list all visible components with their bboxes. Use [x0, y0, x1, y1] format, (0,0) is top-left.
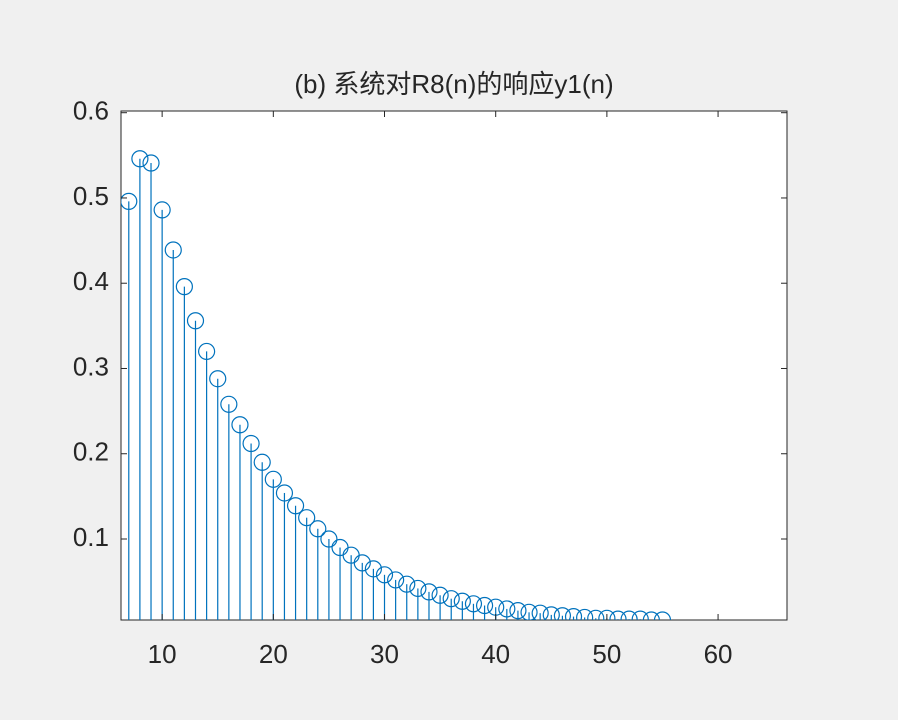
stem-marker — [520, 603, 538, 620]
y-tick-label: 0.6 — [73, 96, 109, 126]
stem-marker — [531, 604, 549, 620]
y-tick-label: 0.4 — [73, 266, 109, 296]
stem-marker — [175, 278, 193, 296]
y-tick-label: 0.5 — [73, 181, 109, 211]
stem-marker — [509, 602, 527, 620]
stem-marker — [275, 484, 294, 502]
stem-marker — [298, 509, 316, 527]
stem-marker — [353, 554, 371, 572]
y-tick-label: 0.2 — [73, 437, 109, 467]
stem-marker — [209, 370, 227, 388]
stem-marker — [242, 434, 260, 453]
x-tick-label: 10 — [148, 639, 177, 669]
stem-marker — [475, 596, 494, 615]
plot-area — [120, 110, 788, 621]
stem-marker — [153, 201, 171, 219]
stem-marker — [253, 453, 271, 471]
stem-marker — [564, 607, 583, 620]
stem-marker — [142, 154, 160, 172]
stem-marker — [375, 566, 394, 584]
stem-marker — [286, 497, 305, 515]
stem-marker — [420, 583, 438, 601]
y-tick-label: 0.3 — [73, 351, 109, 381]
stem-marker — [631, 610, 649, 620]
stem-marker — [642, 611, 660, 620]
stem-marker — [198, 342, 216, 361]
x-tick-label: 60 — [704, 639, 733, 669]
stem-marker — [653, 611, 672, 620]
stem-marker — [553, 607, 572, 620]
stem-marker — [609, 610, 627, 620]
stem-marker — [164, 241, 182, 259]
stem-marker — [121, 192, 138, 210]
stem-marker — [309, 520, 327, 538]
stem-marker — [320, 530, 338, 548]
stem-marker — [431, 586, 449, 604]
stem-marker — [231, 416, 249, 434]
x-tick-label: 40 — [481, 639, 510, 669]
stem-marker — [587, 609, 605, 620]
stem-marker — [620, 610, 638, 620]
stem-marker — [131, 150, 149, 168]
stem-marker — [264, 470, 282, 488]
x-tick-label: 50 — [592, 639, 621, 669]
chart-title: (b) 系统对R8(n)的响应y1(n) — [294, 69, 613, 99]
stem-marker — [498, 600, 516, 618]
stem-marker — [542, 606, 560, 620]
stem-marker — [398, 575, 416, 593]
stem-marker — [598, 609, 616, 620]
stem-marker — [364, 560, 382, 578]
stem-marker — [409, 579, 427, 598]
stem-marker — [453, 592, 471, 610]
stem-marker — [186, 312, 205, 330]
stem-marker — [442, 590, 460, 608]
stem-marker — [387, 571, 405, 589]
stem-marker — [464, 595, 483, 613]
stem-marker — [220, 395, 238, 413]
stem-marker — [576, 608, 594, 620]
x-tick-label: 30 — [370, 639, 399, 669]
x-tick-label: 20 — [259, 639, 288, 669]
y-tick-label: 0.1 — [73, 522, 109, 552]
